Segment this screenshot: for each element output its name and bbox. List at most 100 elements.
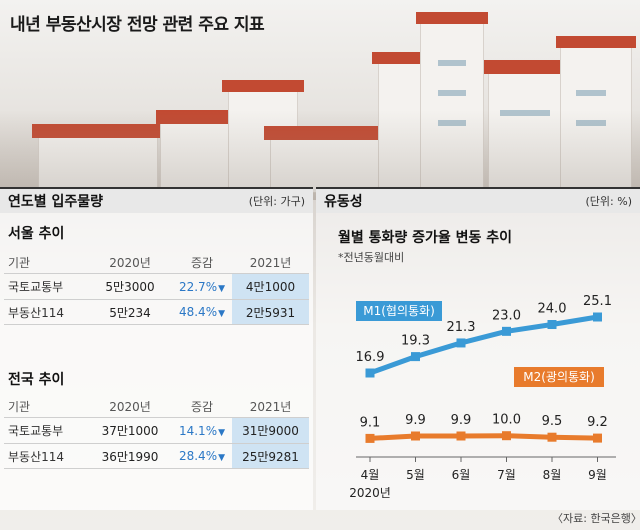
- table-header-row: 기관 2020년 증감 2021년: [4, 395, 309, 417]
- window: [500, 110, 550, 116]
- y2020-cell: 5만234: [109, 305, 151, 320]
- x-tick-label: 5월: [406, 468, 425, 482]
- table-row: 국토교통부 37만1000 14.1%▼ 31만9000: [4, 417, 309, 443]
- table-header-row: 기관 2020년 증감 2021년: [4, 251, 309, 273]
- m2-series-line: [369, 433, 598, 441]
- m1-data-point: [411, 352, 420, 362]
- m1-data-point: [593, 312, 602, 322]
- m1-series-label: M1(협의통화): [363, 304, 435, 318]
- window: [438, 60, 466, 66]
- m2-data-label: 9.1: [360, 415, 381, 430]
- x-tick-label: 6월: [452, 468, 471, 482]
- down-arrow-icon: ▼: [218, 427, 226, 438]
- down-arrow-icon: ▼: [218, 453, 226, 463]
- m1-data-point: [456, 338, 466, 348]
- liquidity-panel: 유동성 (단위: %) 월별 통화량 증가율 변동 추이 *전년동월대비 16.…: [316, 187, 640, 510]
- haze-overlay: [0, 110, 640, 200]
- window: [438, 120, 466, 126]
- y2021-cell: 31만9000: [232, 418, 309, 443]
- m2-data-point: [593, 433, 602, 443]
- m1-data-point: [365, 368, 375, 378]
- apartment-building: [38, 132, 158, 192]
- y2020-cell: 37만1000: [101, 424, 159, 438]
- table-row: 부동산114 36만1990 28.4%▼ 25만9281: [4, 443, 309, 469]
- m2-data-label: 9.9: [405, 413, 426, 428]
- col-org: 기관: [8, 255, 31, 270]
- col-2021: 2021년: [249, 255, 292, 270]
- m2-data-point: [502, 431, 511, 441]
- m2-data-point: [456, 431, 466, 441]
- money-supply-chart: 16.9 19.3 21.3 23.0 24.0 25.1 9.1 9.9 9.9 10.0 9.5…: [349, 294, 616, 500]
- m2-data-label: 10.0: [492, 413, 521, 428]
- window: [576, 120, 606, 126]
- change-value: 28.4%: [178, 449, 218, 463]
- y2020-cell: 36만1990: [101, 449, 159, 464]
- m1-data-label: 23.0: [492, 308, 521, 323]
- national-section-title: 전국 추이: [8, 372, 65, 388]
- m2-data-point: [365, 433, 375, 443]
- apartment-roof: [32, 124, 164, 138]
- year-label: 2020년: [349, 486, 391, 500]
- liquidity-panel-unit: (단위: %): [585, 195, 632, 208]
- change-cell: 48.4%▼: [172, 305, 232, 319]
- org-cell: 부동산114: [8, 305, 65, 320]
- m2-data-point: [411, 431, 420, 441]
- m1-label-box: [356, 301, 442, 321]
- down-arrow-icon: ▼: [218, 283, 226, 294]
- change-cell: 28.4%▼: [172, 449, 232, 463]
- window: [576, 90, 606, 96]
- change-value: 48.4%: [178, 305, 218, 319]
- m2-series-label: M2(광의통화): [523, 370, 595, 384]
- x-tick-label: 7월: [497, 468, 516, 482]
- y2021-cell: 2만5931: [232, 300, 309, 324]
- supply-panel-unit: (단위: 가구): [248, 195, 305, 208]
- m1-data-label: 25.1: [583, 294, 612, 309]
- source-note: 〈자료: 한국은행〉: [552, 512, 640, 525]
- y2020-cell: 5만3000: [105, 280, 155, 294]
- col-org: 기관: [8, 399, 31, 414]
- table-row: 국토교통부 5만3000 22.7%▼ 4만1000: [4, 273, 309, 299]
- y2021-cell: 4만1000: [232, 274, 309, 299]
- change-value: 22.7%: [178, 279, 218, 294]
- x-tick-label: 4월: [361, 468, 380, 482]
- apartment-roof: [222, 80, 304, 92]
- down-arrow-icon: ▼: [218, 309, 226, 319]
- table-row: 부동산114 5만234 48.4%▼ 2만5931: [4, 299, 309, 325]
- m1-data-point: [547, 320, 557, 330]
- supply-panel: 연도별 입주물량 (단위: 가구) 서울 추이 기관 2020년 증감 2021…: [0, 187, 313, 510]
- seoul-section-title: 서울 추이: [8, 226, 65, 242]
- m1-data-label: 24.0: [538, 302, 567, 317]
- col-2020: 2020년: [109, 399, 151, 414]
- chart-title: 월별 통화량 증가율 변동 추이: [338, 230, 513, 246]
- x-tick-label: 8월: [543, 468, 562, 482]
- col-2021: 2021년: [249, 399, 292, 414]
- window: [438, 90, 466, 96]
- m2-data-label: 9.5: [542, 414, 563, 429]
- national-table: 기관 2020년 증감 2021년 국토교통부 37만1000 14.1%▼ 3…: [4, 395, 309, 469]
- chart-note: *전년동월대비: [338, 251, 405, 264]
- org-cell: 부동산114: [8, 449, 65, 464]
- supply-panel-title: 연도별 입주물량: [8, 194, 104, 210]
- m1-data-label: 19.3: [401, 334, 430, 349]
- y2021-cell: 25만9281: [232, 444, 309, 468]
- col-2020: 2020년: [109, 255, 151, 270]
- m2-data-point: [547, 432, 557, 442]
- m2-label-box: [514, 367, 604, 387]
- apartment-roof: [556, 36, 636, 48]
- apartment-roof: [416, 12, 488, 24]
- col-change: 증감: [190, 255, 214, 270]
- liquidity-panel-title: 유동성: [324, 194, 363, 210]
- change-value: 14.1%: [178, 423, 218, 438]
- m1-data-label: 16.9: [356, 350, 385, 365]
- page-title: 내년 부동산시장 전망 관련 주요 지표: [10, 15, 265, 35]
- apartment-tower: [420, 20, 484, 192]
- m2-data-label: 9.9: [451, 413, 472, 428]
- org-cell: 국토교통부: [8, 280, 64, 294]
- m1-data-label: 21.3: [447, 320, 476, 335]
- supply-panel-header: 연도별 입주물량 (단위: 가구): [0, 187, 313, 213]
- change-cell: 22.7%▼: [172, 280, 232, 294]
- org-cell: 국토교통부: [8, 424, 64, 438]
- m1-data-point: [502, 326, 511, 336]
- apartment-roof: [484, 60, 578, 74]
- x-tick-label: 9월: [588, 468, 607, 482]
